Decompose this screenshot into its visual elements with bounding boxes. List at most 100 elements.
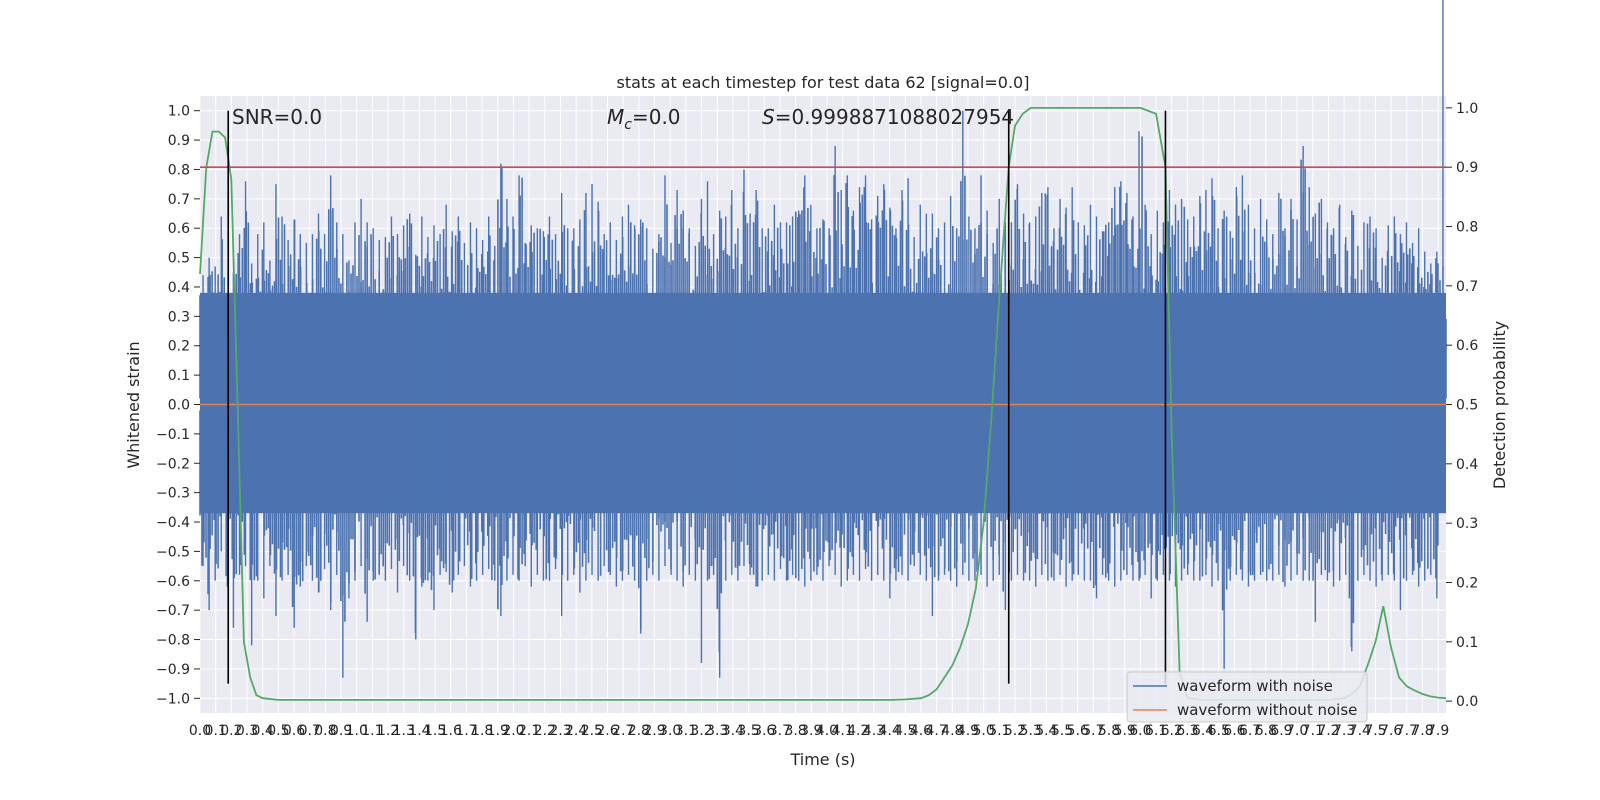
x-tick-label: 7.9: [1427, 723, 1449, 739]
y2-tick-label: 0.2: [1456, 575, 1478, 591]
x-tick-label: 0.7: [299, 723, 321, 739]
x-tick-label: 1.2: [377, 723, 399, 739]
x-tick-label: 2.0: [502, 723, 524, 739]
x-tick-label: 6.4: [1192, 723, 1214, 739]
y-tick-label: −0.3: [156, 486, 190, 502]
x-tick-label: 1.8: [471, 723, 493, 739]
x-tick-label: 3.3: [706, 723, 728, 739]
y-tick-label: 0.0: [168, 398, 190, 414]
x-tick-label: 2.2: [534, 723, 556, 739]
x-tick-label: 4.9: [957, 723, 979, 739]
x-tick-label: 4.3: [863, 723, 885, 739]
x-tick-label: 1.4: [408, 723, 430, 739]
legend: waveform with noise waveform without noi…: [1126, 671, 1368, 723]
x-tick-label: 6.9: [1270, 723, 1292, 739]
y-tick-label: 1.0: [168, 104, 190, 120]
x-tick-label: 3.6: [753, 723, 775, 739]
y-tick-label: 0.5: [168, 251, 190, 267]
x-tick-label: 2.7: [612, 723, 634, 739]
x-tick-label: 5.4: [1035, 723, 1057, 739]
x-tick-label: 3.7: [769, 723, 791, 739]
x-tick-label: 0.6: [283, 723, 305, 739]
y-tick-label: 0.8: [168, 162, 190, 178]
y-tick-label: 0.6: [168, 221, 190, 237]
x-tick-label: 5.8: [1098, 723, 1120, 739]
x-tick-label: 4.8: [941, 723, 963, 739]
y-tick-label: −0.1: [156, 427, 190, 443]
x-tick-label: 4.2: [847, 723, 869, 739]
x-tick-label: 4.6: [910, 723, 932, 739]
y-tick-label: −0.4: [156, 515, 190, 531]
y-tick-label: −0.6: [156, 574, 190, 590]
y2-tick-label: 0.6: [1456, 338, 1478, 354]
y2-tick-label: 0.4: [1456, 457, 1478, 473]
x-tick-label: 7.3: [1333, 723, 1355, 739]
x-tick-label: 1.3: [393, 723, 415, 739]
x-tick-label: 6.6: [1223, 723, 1245, 739]
y-axis-label: Whitened strain: [124, 341, 143, 468]
x-tick-label: 3.9: [800, 723, 822, 739]
x-tick-label: 6.2: [1161, 723, 1183, 739]
x-tick-label: 7.8: [1411, 723, 1433, 739]
x-tick-label: 5.9: [1114, 723, 1136, 739]
x-tick-label: 4.7: [925, 723, 947, 739]
annotation-snr: SNR=0.0: [232, 105, 322, 129]
x-tick-label: 7.2: [1317, 723, 1339, 739]
x-tick-label: 1.6: [440, 723, 462, 739]
y-tick-label: −0.5: [156, 544, 190, 560]
x-tick-label: 7.4: [1349, 723, 1371, 739]
x-tick-label: 4.1: [831, 723, 853, 739]
series-waveform-with-noise: [200, 0, 1447, 678]
x-tick-label: 2.6: [596, 723, 618, 739]
x-tick-label: 3.0: [659, 723, 681, 739]
y2-tick-label: 0.8: [1456, 220, 1478, 236]
x-tick-label: 5.1: [988, 723, 1010, 739]
annotation-mc: Mc=0.0: [607, 105, 681, 133]
x-tick-label: 6.5: [1208, 723, 1230, 739]
x-tick-label: 6.3: [1176, 723, 1198, 739]
x-tick-label: 6.8: [1255, 723, 1277, 739]
x-tick-label: 4.0: [816, 723, 838, 739]
x-tick-label: 0.5: [267, 723, 289, 739]
x-tick-label: 5.0: [973, 723, 995, 739]
x-tick-label: 0.2: [220, 723, 242, 739]
y-tick-label: 0.4: [168, 280, 190, 296]
y-tick-label: 0.1: [168, 368, 190, 384]
y2-tick-label: 0.7: [1456, 279, 1478, 295]
y2-axis-ticks: 0.0 0.1 0.2 0.3 0.4 0.5 0.6 0.7 0.8 0.9 1.0: [1446, 101, 1478, 710]
y-tick-label: −0.2: [156, 456, 190, 472]
x-tick-label: 7.1: [1302, 723, 1324, 739]
x-tick-label: 1.1: [361, 723, 383, 739]
x-tick-label: 1.0: [346, 723, 368, 739]
y-tick-label: −1.0: [156, 691, 190, 707]
legend-label-clean: waveform without noise: [1177, 701, 1357, 719]
x-tick-label: 0.0: [189, 723, 211, 739]
x-tick-label: 5.7: [1082, 723, 1104, 739]
y-tick-label: −0.9: [156, 662, 190, 678]
x-tick-label: 0.4: [252, 723, 274, 739]
x-tick-label: 2.8: [628, 723, 650, 739]
chart-title: stats at each timestep for test data 62 …: [617, 73, 1030, 92]
x-axis-ticks: 0.00.10.20.30.40.50.60.70.80.91.01.11.21…: [189, 723, 1449, 739]
x-tick-label: 1.7: [455, 723, 477, 739]
x-tick-label: 5.3: [1020, 723, 1042, 739]
x-tick-label: 7.7: [1396, 723, 1418, 739]
legend-label-noise: waveform with noise: [1177, 677, 1333, 695]
x-tick-label: 3.1: [675, 723, 697, 739]
x-tick-label: 4.4: [878, 723, 900, 739]
x-tick-label: 2.4: [565, 723, 587, 739]
legend-box: [1126, 671, 1368, 723]
x-tick-label: 3.2: [690, 723, 712, 739]
y2-tick-label: 0.1: [1456, 635, 1478, 651]
x-tick-label: 0.9: [330, 723, 352, 739]
y2-tick-label: 0.5: [1456, 398, 1478, 414]
x-tick-label: 2.3: [549, 723, 571, 739]
x-tick-label: 6.0: [1129, 723, 1151, 739]
y2-tick-label: 0.0: [1456, 694, 1478, 710]
x-tick-label: 0.8: [314, 723, 336, 739]
x-tick-label: 1.9: [487, 723, 509, 739]
x-tick-label: 2.5: [581, 723, 603, 739]
x-tick-label: 3.4: [722, 723, 744, 739]
x-tick-label: 7.5: [1364, 723, 1386, 739]
